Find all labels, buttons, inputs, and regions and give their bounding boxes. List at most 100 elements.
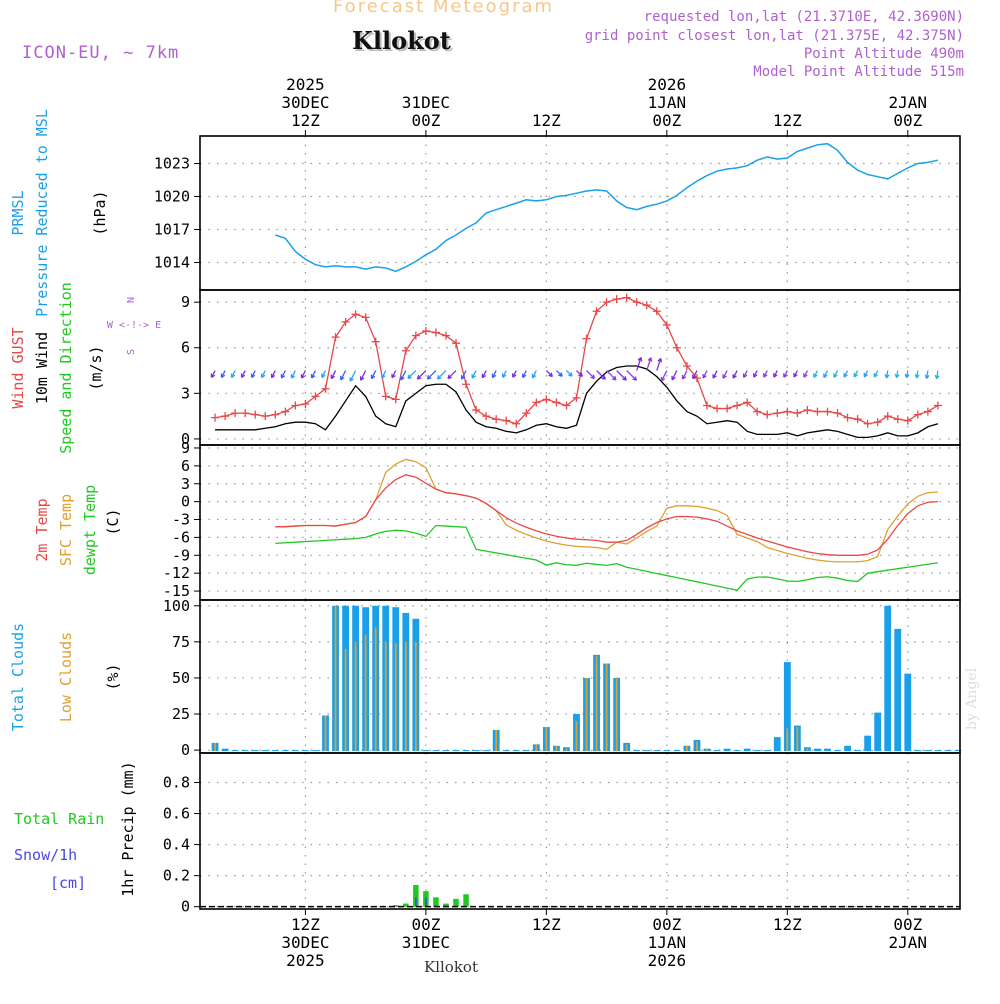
wind-arrow-head (637, 357, 643, 362)
time-label-bottom: 2026 (648, 951, 687, 970)
ytick-label: 0.4 (163, 836, 190, 854)
ytick-label: -3 (172, 511, 190, 529)
cloud-low-bar (806, 748, 809, 752)
wind-arrow-head (578, 372, 583, 378)
wind-gust-point (803, 406, 812, 415)
wind-arrow-head (531, 373, 537, 379)
wind-arrow (407, 370, 417, 379)
wind-arrow-head (843, 373, 848, 378)
ytick-label: 50 (172, 669, 190, 687)
precip-label-snow: Snow/1h (14, 846, 77, 864)
compass-we: W <-!-> E (107, 320, 161, 331)
wind-gust-point (863, 419, 872, 428)
pressure-ylabel-long: Pressure Reduced to MSL (33, 109, 51, 317)
wind-gust-point (311, 392, 320, 401)
wind-arrow-head (863, 372, 869, 378)
cloud-ylabel-total: Total Clouds (9, 623, 27, 731)
panel-precip: 0 0.2 0.4 0.6 0.8 (163, 753, 960, 916)
wind-gust-point (763, 410, 772, 419)
wind-arrow (426, 370, 437, 380)
wind-arrow-head (340, 375, 345, 381)
time-label-bottom: 31DEC (402, 933, 450, 952)
wind-gust-point (582, 334, 591, 343)
wind-gust-point (331, 333, 340, 342)
wind-arrow-head (391, 373, 396, 379)
wind-arrow (300, 370, 306, 379)
wind-arrow (330, 370, 337, 379)
wind-gust-point (713, 404, 722, 413)
panel-frame-clouds (199, 599, 961, 754)
cloud-total-bar (934, 750, 942, 752)
cloud-total-bar (221, 748, 229, 752)
rain-bar (443, 903, 449, 907)
wind-gust-point (933, 401, 942, 410)
cloud-total-bar (904, 673, 912, 752)
wind-arrow-head (230, 373, 236, 379)
panel-wind: 0 3 6 9 (181, 290, 960, 448)
wind-gust-point (341, 317, 350, 326)
wind-gust-point (592, 307, 601, 316)
ytick-label: 9 (181, 293, 190, 311)
ytick-label: -9 (172, 546, 190, 564)
time-label-bottom: 12Z (291, 915, 320, 934)
wind-gust-point (401, 346, 410, 355)
wind-gust-point (913, 410, 922, 419)
wind-gust-point (512, 419, 521, 428)
snow-bar (415, 897, 417, 907)
wind-gust-point (622, 293, 631, 302)
cloud-total-bar (844, 745, 851, 752)
wind-gust-point (231, 409, 240, 418)
wind-gust-point (632, 298, 641, 307)
wind-gust-point (773, 409, 782, 418)
time-label-top: 30DEC (281, 93, 329, 112)
cloud-low-bar (495, 729, 498, 752)
wind-arrow (576, 370, 583, 377)
wind-arrow-head (753, 373, 758, 378)
grid-point-location: grid point closest lon,lat (21.375E, 42.… (584, 28, 964, 44)
snow-bar (425, 897, 427, 907)
cloud-low-bar (404, 641, 407, 752)
wind-arrow-head (460, 375, 466, 380)
wind-arrow (290, 370, 296, 379)
wind-arrow-head (321, 373, 326, 379)
wind-arrow-head (894, 373, 900, 379)
wind-gust-point (873, 418, 882, 427)
wind-arrow-head (491, 373, 497, 379)
ytick-label: 0.8 (163, 773, 190, 791)
cloud-total-bar (643, 750, 651, 752)
ytick-label: 0 (181, 741, 190, 759)
wind-arrow (280, 370, 286, 379)
panel-frame-temperature (199, 444, 961, 601)
cloud-total-bar (442, 750, 450, 752)
time-label-top: 12Z (291, 111, 320, 130)
ytick-label: -12 (163, 564, 190, 582)
wind-arrow-head (783, 373, 788, 378)
ytick-label: 6 (181, 339, 190, 357)
wind-arrow (381, 370, 387, 379)
panel-pressure: 1014 1017 1020 1023 (154, 136, 960, 290)
wind-gust-point (221, 412, 230, 421)
rain-bar (453, 898, 459, 907)
wind-gust-point (883, 412, 892, 421)
wind-gust-point (682, 361, 691, 370)
time-label-bottom: 00Z (411, 915, 440, 934)
cloud-total-bar (814, 748, 821, 752)
wind-gust-point (492, 415, 501, 424)
wind-arrow (461, 370, 467, 380)
wind-gust-point (281, 407, 290, 416)
wind-ylabel-wind: 10m Wind (33, 332, 51, 404)
cloud-low-bar (545, 727, 548, 752)
cloud-total-bar (281, 750, 289, 752)
cloud-total-bar (302, 750, 309, 752)
wind-arrow-head (220, 373, 226, 379)
cloud-total-bar (753, 750, 761, 752)
wind-arrow-head (647, 357, 653, 362)
cloud-total-bar (432, 750, 440, 752)
wind-arrow-head (671, 375, 676, 381)
precip-label-cm: [cm] (50, 874, 86, 892)
wind-arrow (722, 370, 728, 379)
ytick-label: 100 (163, 597, 190, 615)
pressure-line (275, 142, 939, 273)
model-point-altitude: Model Point Altitude 515m (753, 64, 964, 80)
wind-gust-point (662, 320, 671, 329)
